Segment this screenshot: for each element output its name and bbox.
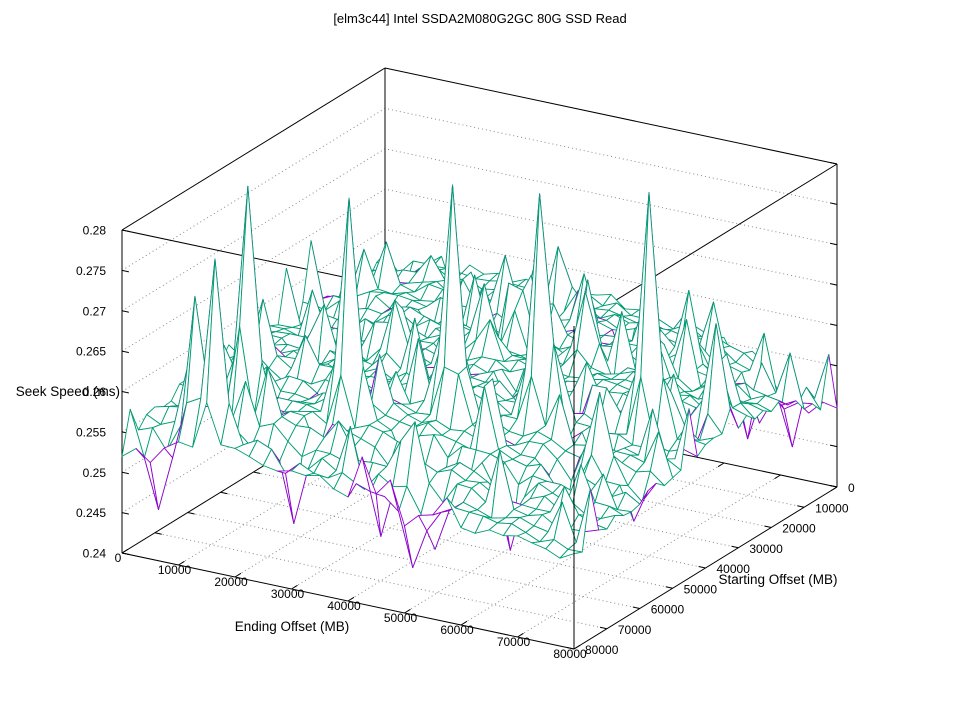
svg-text:50000: 50000 xyxy=(684,582,718,596)
chart-title: [elm3c44] Intel SSDA2M080G2GC 80G SSD Re… xyxy=(333,11,626,26)
svg-text:20000: 20000 xyxy=(214,575,248,589)
svg-text:20000: 20000 xyxy=(782,522,816,536)
svg-text:60000: 60000 xyxy=(440,623,474,637)
svg-text:0.255: 0.255 xyxy=(76,425,106,439)
svg-text:40000: 40000 xyxy=(717,562,751,576)
svg-text:30000: 30000 xyxy=(749,542,783,556)
svg-text:60000: 60000 xyxy=(651,603,685,617)
svg-text:0.26: 0.26 xyxy=(83,385,107,399)
svg-text:80000: 80000 xyxy=(553,647,587,661)
svg-text:0.25: 0.25 xyxy=(83,466,107,480)
svg-text:30000: 30000 xyxy=(271,587,305,601)
svg-text:10000: 10000 xyxy=(815,501,849,515)
generated-plot-layers: 0 10000 20000 30000 40000 50000 60000 70000 8000… xyxy=(76,67,855,662)
y-axis-label: Starting Offset (MB) xyxy=(718,572,837,587)
svg-text:10000: 10000 xyxy=(158,563,192,577)
svg-text:0.24: 0.24 xyxy=(83,547,107,561)
svg-text:70000: 70000 xyxy=(618,623,652,637)
svg-text:0.275: 0.275 xyxy=(76,264,106,278)
svg-text:40000: 40000 xyxy=(327,599,361,613)
svg-text:0.245: 0.245 xyxy=(76,506,106,520)
z-axis-label: Seek Speed (ms) xyxy=(16,384,120,399)
svg-text:70000: 70000 xyxy=(497,635,531,649)
svg-text:0: 0 xyxy=(848,481,855,495)
svg-text:80000: 80000 xyxy=(585,643,619,657)
svg-text:0: 0 xyxy=(115,551,122,565)
svg-text:50000: 50000 xyxy=(384,611,418,625)
x-axis-label: Ending Offset (MB) xyxy=(235,619,350,634)
svg-text:0.28: 0.28 xyxy=(83,224,107,238)
svg-text:0.265: 0.265 xyxy=(76,345,106,359)
tick-labels: 0 10000 20000 30000 40000 50000 60000 70000 8000… xyxy=(76,224,855,662)
svg-text:0.27: 0.27 xyxy=(83,304,107,318)
surface-mesh xyxy=(121,184,838,569)
